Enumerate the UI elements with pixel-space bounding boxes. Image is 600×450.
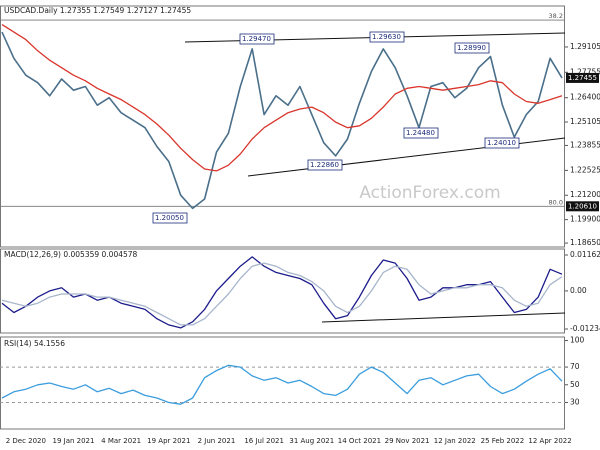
price-tag: 1.20610 [568,202,597,210]
series-line [1,256,563,329]
y-tick-label: 0.00 [570,286,587,295]
x-tick-label: 12 Apr 2022 [528,437,571,445]
annotation: 1.22860 [310,161,339,169]
y-tick-label: 0.011629 [570,250,600,259]
watermark: ActionForex.com [359,183,500,203]
x-tick-label: 19 Jan 2021 [53,437,95,445]
last-price-box [566,72,599,83]
annotation-box [484,137,520,149]
y-tick-label: 1.27755 [570,67,600,76]
fib-label: 38.2 [549,12,563,20]
y-tick-label: -0.012348 [570,324,600,333]
y-tick-label: 1.22525 [570,165,600,174]
chart-title: USDCAD.Daily 1.27355 1.27549 1.27127 1.2… [4,6,191,15]
trend-line [321,312,566,323]
x-tick-label: 4 Mar 2021 [101,437,141,445]
last-price: 1.27455 [568,74,597,82]
annotation-box [403,127,439,139]
x-tick-label: 16 Jul 2021 [244,437,284,445]
annotation: 1.24480 [406,129,435,137]
y-tick-label: 30 [570,397,580,406]
series-line [1,31,563,210]
y-tick-label: 1.29105 [570,42,600,51]
rsi-title: RSI(14) 54.1556 [4,339,65,348]
annotation: 1.24010 [487,139,516,147]
y-tick-label: 100 [570,336,585,345]
x-tick-label: 31 Aug 2021 [289,437,334,445]
annotation-box [152,212,188,224]
series-line [1,364,563,405]
rsi-panel [0,336,565,430]
x-tick-label: 12 Jan 2022 [434,437,476,445]
series-line [1,24,563,172]
x-tick-label: 25 Feb 2022 [481,437,525,445]
x-tick-label: 2 Jun 2021 [198,437,236,445]
series-line [1,262,563,326]
y-tick-label: 70 [570,362,580,371]
annotation: 1.29630 [372,33,401,41]
annotation: 1.28990 [457,44,486,52]
x-tick-label: 2 Dec 2020 [6,437,46,445]
fib-label: 80.0 [549,198,563,206]
macd-panel [0,248,565,334]
price-tag-box [566,201,599,212]
macd-title: MACD(12,26,9) 0.005359 0.004578 [4,250,138,259]
annotation-box [239,33,275,45]
y-tick-label: 1.18650 [570,238,600,247]
x-tick-label: 14 Oct 2021 [338,437,381,445]
price-panel [0,5,565,248]
y-tick-label: 1.26400 [570,93,600,102]
annotation: 1.20050 [155,214,184,222]
x-tick-label: 19 Apr 2021 [147,437,190,445]
y-tick-label: 1.19900 [570,215,600,224]
annotation-box [454,42,490,54]
y-tick-label: 1.25105 [570,117,600,126]
y-tick-label: 50 [570,380,580,389]
y-tick-label: 1.21200 [570,190,600,199]
annotation: 1.29470 [242,35,271,43]
x-tick-label: 29 Nov 2021 [385,437,430,445]
annotation-box [307,159,343,171]
annotation-box [369,31,405,43]
y-tick-label: 1.23855 [570,140,600,149]
